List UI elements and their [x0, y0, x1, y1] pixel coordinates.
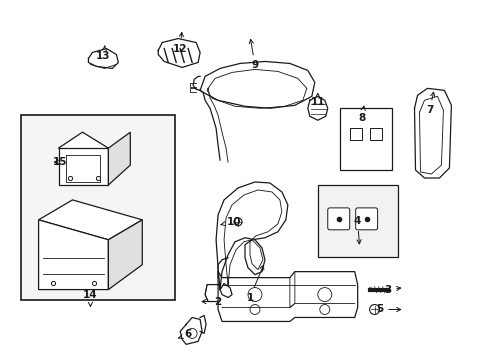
Text: 13: 13	[96, 46, 110, 62]
Polygon shape	[59, 132, 108, 164]
Text: 1: 1	[246, 265, 263, 302]
Bar	[20, 115, 175, 300]
Text: 14: 14	[83, 289, 98, 306]
Bar	[339, 108, 391, 170]
Text: 4: 4	[353, 216, 361, 244]
Text: 5: 5	[375, 305, 400, 315]
Text: 6: 6	[178, 329, 191, 339]
FancyBboxPatch shape	[327, 208, 349, 230]
Bar	[349, 128, 361, 140]
Text: 2: 2	[202, 297, 221, 306]
Text: 15: 15	[53, 157, 68, 167]
FancyBboxPatch shape	[355, 208, 377, 230]
Polygon shape	[39, 200, 142, 240]
Bar	[369, 128, 381, 140]
Polygon shape	[39, 220, 108, 289]
Polygon shape	[59, 148, 108, 185]
Text: 9: 9	[249, 39, 258, 71]
Text: 3: 3	[383, 284, 400, 294]
Polygon shape	[108, 132, 130, 185]
FancyBboxPatch shape	[317, 185, 397, 257]
Text: 8: 8	[357, 106, 365, 123]
Text: 7: 7	[425, 92, 434, 115]
Polygon shape	[108, 220, 142, 289]
Text: 11: 11	[310, 94, 325, 107]
Text: 10: 10	[221, 217, 241, 227]
Text: 12: 12	[173, 32, 187, 54]
